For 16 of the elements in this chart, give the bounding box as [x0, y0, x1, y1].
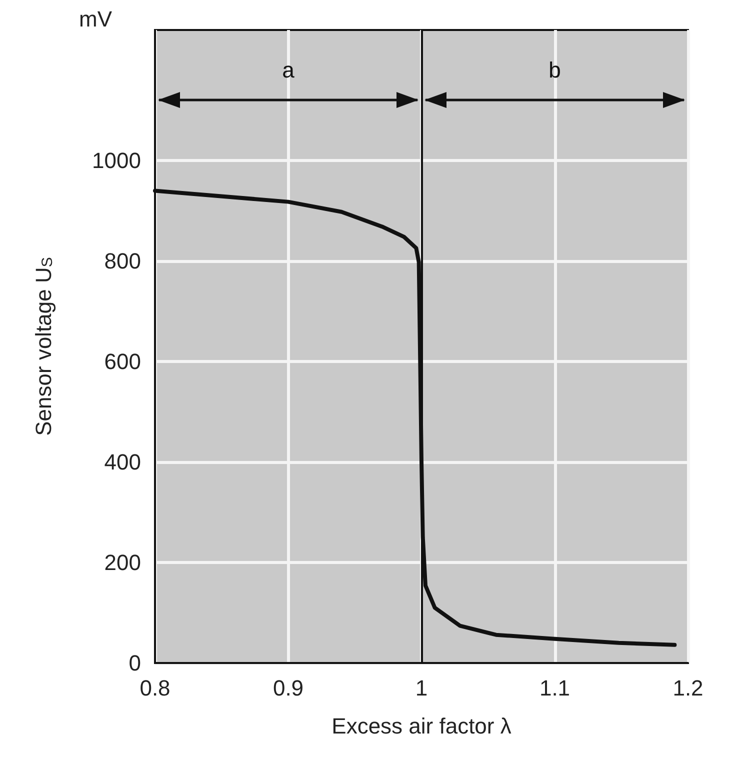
y-tick-label: 400 [104, 450, 141, 475]
y-axis-title: Sensor voltage US [31, 257, 56, 436]
x-tick-label: 1.1 [539, 676, 570, 700]
x-tick-label: 1 [415, 676, 428, 700]
y-tick-label: 1000 [92, 148, 141, 174]
x-tick-label: 0.8 [140, 676, 170, 700]
annotation: b [548, 58, 561, 82]
y-tick-label: 600 [104, 349, 141, 374]
y-tick-label: 0 [128, 650, 141, 676]
y-tick-label: 800 [104, 248, 141, 274]
text: mV [79, 6, 112, 32]
x-tick-label: 0.9 [272, 676, 304, 700]
x-tick-label: 1.2 [672, 676, 704, 700]
y-tick-label: 200 [104, 550, 141, 576]
x-axis-title: Excess air factor λ [332, 714, 512, 738]
annotation: a [282, 58, 296, 82]
